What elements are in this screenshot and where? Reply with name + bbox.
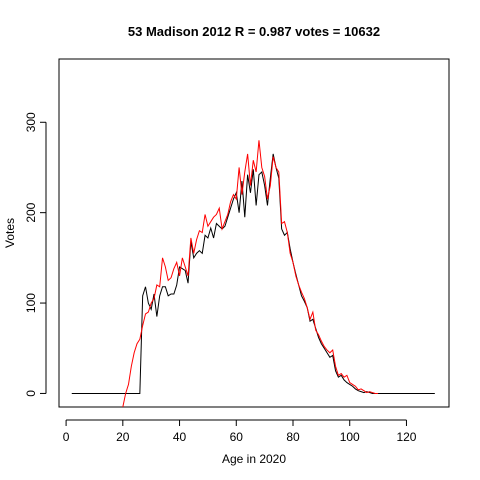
y-tick-label: 300: [24, 112, 38, 132]
y-tick-label: 200: [24, 202, 38, 222]
series-line-2: [122, 140, 379, 408]
plot-frame: [58, 58, 450, 408]
y-axis: 0 100 200 300: [24, 112, 47, 397]
chart-title: 53 Madison 2012 R = 0.987 votes = 10632: [128, 24, 380, 39]
y-tick-label: 0: [24, 390, 38, 397]
x-tick-label: 40: [173, 430, 187, 444]
x-tick-label: 80: [286, 430, 300, 444]
x-tick-label: 120: [396, 430, 416, 444]
x-axis: 0 20 40 60 80 100 120: [63, 419, 417, 444]
x-tick-label: 20: [116, 430, 130, 444]
series-line-1: [71, 153, 435, 394]
x-axis-label: Age in 2020: [222, 452, 286, 466]
x-tick-label: 100: [340, 430, 360, 444]
y-axis-label: Votes: [3, 218, 17, 248]
y-tick-label: 100: [24, 293, 38, 313]
x-tick-label: 60: [230, 430, 244, 444]
series-layer: [71, 140, 435, 408]
x-tick-label: 0: [63, 430, 70, 444]
